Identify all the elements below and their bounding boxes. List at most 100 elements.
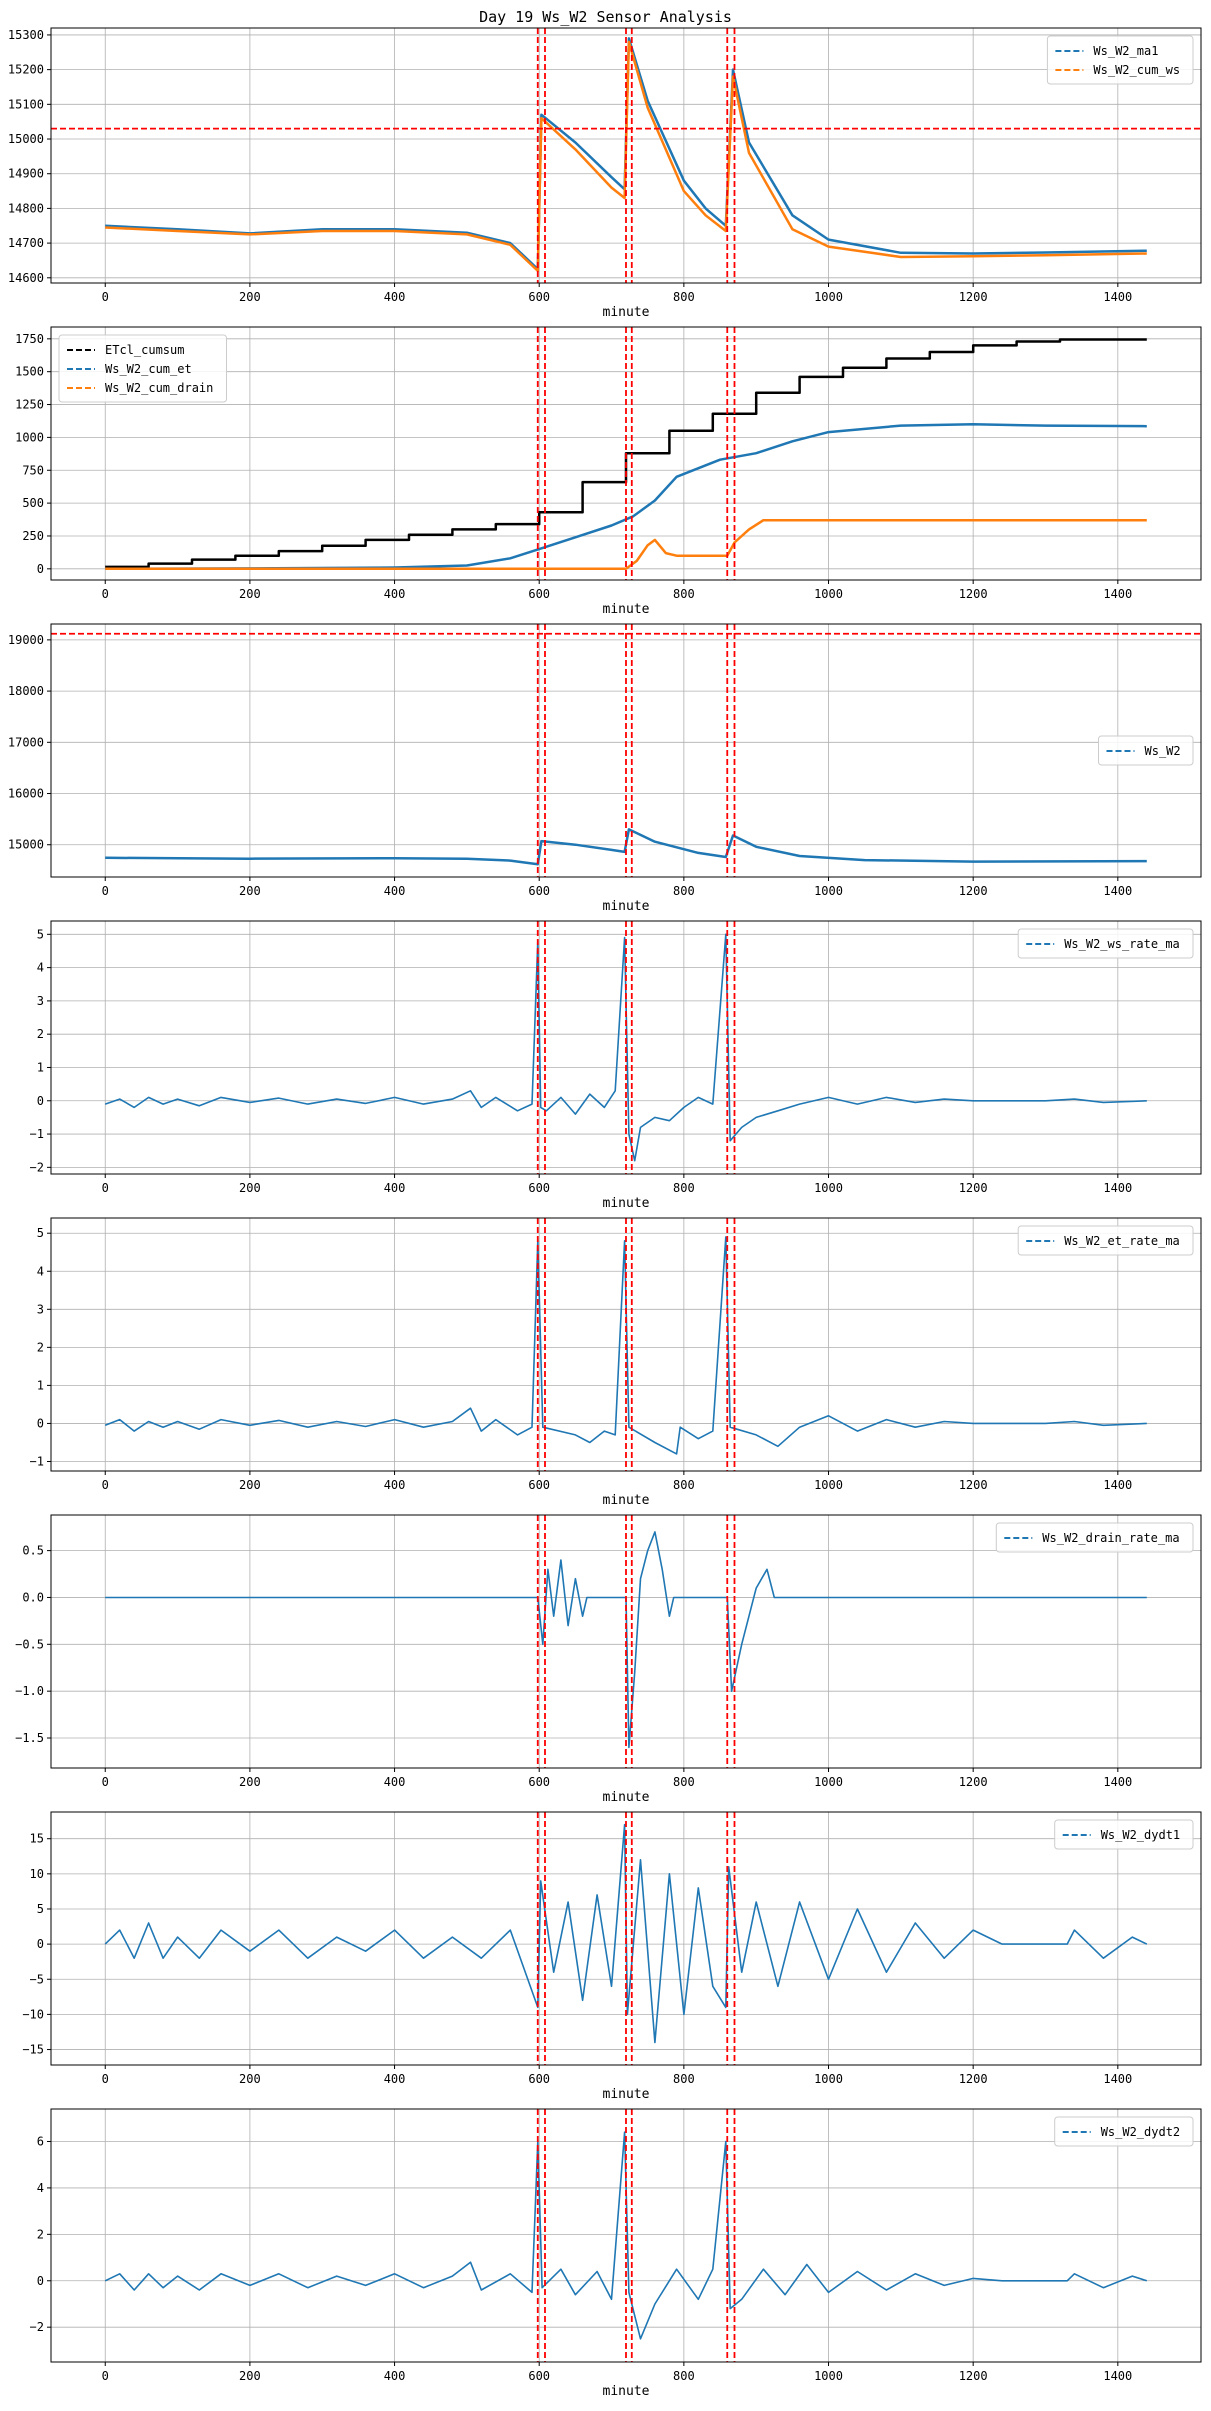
y-tick-label: 15300 <box>8 28 44 42</box>
y-tick-label: 1000 <box>15 430 44 444</box>
y-tick-label: −0.5 <box>15 1637 44 1651</box>
axes-frame <box>50 623 1202 878</box>
legend-box <box>1098 735 1194 766</box>
series-group <box>105 338 1147 571</box>
x-tick-label: 200 <box>239 1775 261 1789</box>
chart-panel-4: 0 200 400 600 800 1000 1200 1400 −2 −1 0 1 2 3 4 5 minut… <box>30 920 1202 1211</box>
x-tick-label: 1400 <box>1103 1181 1132 1195</box>
x-tick-label: 200 <box>239 587 261 601</box>
x-tick-label: 1200 <box>959 2072 988 2086</box>
axes-frame <box>50 326 1202 581</box>
x-tick-label: 1200 <box>959 1181 988 1195</box>
legend-entry: Ws_W2_dydt2 <box>1101 2125 1180 2139</box>
y-tick-label: 0 <box>37 1416 44 1430</box>
series-line-ETcl_cumsum <box>105 338 1147 569</box>
y-tick-label: 15000 <box>8 132 44 146</box>
x-tick-label: 600 <box>528 587 550 601</box>
y-tick-label: 750 <box>22 463 44 477</box>
y-tick-label: −1 <box>30 1127 44 1141</box>
y-tick-label: 500 <box>22 496 44 510</box>
x-tick-label: 600 <box>528 2369 550 2383</box>
x-tick-label: 0 <box>102 1478 109 1492</box>
axes-frame <box>50 27 1202 284</box>
chart-panel-1: 0 200 400 600 800 1000 1200 1400 14600 14700 14800… <box>8 27 1202 320</box>
y-tick-label: −1.0 <box>15 1684 44 1698</box>
y-tick-label: 0 <box>37 562 44 576</box>
legend: Ws_W2_drain_rate_ma <box>995 1522 1194 1553</box>
legend-entry: Ws_W2_drain_rate_ma <box>1042 1531 1179 1545</box>
legend-box <box>1054 1819 1194 1850</box>
y-tick-label: −2 <box>30 2320 44 2334</box>
series-line-Ws_W2_et_rate_ma <box>104 1236 1147 1455</box>
x-tick-label: 600 <box>528 1181 550 1195</box>
y-tick-label: 14900 <box>8 167 44 181</box>
y-tick-label: 1500 <box>15 365 44 379</box>
x-tick-label: 1000 <box>814 1181 843 1195</box>
y-tick-label: 10 <box>30 1867 44 1881</box>
chart-panel-5: 0 200 400 600 800 1000 1200 1400 −1 0 1 2 3 4 5 minute W… <box>30 1217 1202 1508</box>
x-tick-label: 800 <box>673 1478 695 1492</box>
x-tick-label: 0 <box>102 884 109 898</box>
legend-box <box>1046 35 1194 85</box>
y-tick-label: 3 <box>37 994 44 1008</box>
y-tick-label: 15000 <box>8 838 44 852</box>
x-tick-label: 400 <box>384 2072 406 2086</box>
x-tick-label: 400 <box>384 1181 406 1195</box>
x-tick-label: 1400 <box>1103 2369 1132 2383</box>
y-tick-label: 0.5 <box>22 1544 44 1558</box>
x-axis-label: minute <box>603 305 650 320</box>
x-tick-label: 800 <box>673 1775 695 1789</box>
legend-entry: Ws_W2_ws_rate_ma <box>1064 937 1180 951</box>
legend-entry: Ws_W2_ma1 <box>1093 44 1158 58</box>
y-tick-label: 5 <box>37 1226 44 1240</box>
series-line-Ws_W2_dydt1 <box>104 1823 1148 2044</box>
y-tick-label: 0 <box>37 1094 44 1108</box>
x-tick-label: 1400 <box>1103 2072 1132 2086</box>
y-tick-label: 6 <box>37 2134 44 2148</box>
y-tick-label: 19000 <box>8 633 44 647</box>
y-tick-label: −1 <box>30 1454 44 1468</box>
x-tick-label: 1000 <box>814 1478 843 1492</box>
x-tick-label: 800 <box>673 2072 695 2086</box>
chart-panel-8: 0 200 400 600 800 1000 1200 1400 −2 0 2 4 6 minute Ws_… <box>30 2108 1202 2399</box>
y-tick-label: 3 <box>37 1302 44 1316</box>
x-axis-label: minute <box>603 602 650 617</box>
y-tick-label: 2 <box>37 2227 44 2241</box>
series-line-Ws_W2_cum_et <box>105 423 1147 571</box>
legend-entry: Ws_W2_dydt1 <box>1101 1828 1180 1842</box>
series-group <box>105 1531 1147 1749</box>
x-tick-label: 200 <box>239 290 261 304</box>
x-tick-label: 600 <box>528 1775 550 1789</box>
x-tick-label: 1400 <box>1103 587 1132 601</box>
x-tick-label: 1200 <box>959 1775 988 1789</box>
legend: Ws_W2_dydt1 <box>1054 1819 1194 1850</box>
y-tick-label: 4 <box>37 1264 44 1278</box>
x-tick-label: 400 <box>384 884 406 898</box>
y-tick-label: 15200 <box>8 63 44 77</box>
y-tick-label: 5 <box>37 927 44 941</box>
y-tick-label: 250 <box>22 529 44 543</box>
x-tick-label: 800 <box>673 1181 695 1195</box>
legend-box <box>58 334 227 403</box>
x-tick-label: 1000 <box>814 884 843 898</box>
chart-panel-2: 0 200 400 600 800 1000 1200 1400 0 250 500 750 1000 1… <box>15 326 1202 617</box>
x-tick-label: 800 <box>673 290 695 304</box>
x-tick-label: 400 <box>384 2369 406 2383</box>
x-tick-label: 1400 <box>1103 1478 1132 1492</box>
x-tick-label: 600 <box>528 884 550 898</box>
x-tick-label: 1000 <box>814 587 843 601</box>
x-tick-label: 400 <box>384 587 406 601</box>
x-axis-label: minute <box>603 2087 650 2102</box>
y-tick-label: −5 <box>30 1972 44 1986</box>
y-tick-label: −10 <box>22 2007 44 2021</box>
legend-box <box>1054 2116 1194 2147</box>
y-tick-label: 14800 <box>8 201 44 215</box>
x-axis-label: minute <box>603 2384 650 2399</box>
x-tick-label: 800 <box>673 2369 695 2383</box>
x-tick-label: 0 <box>102 2072 109 2086</box>
series-group <box>104 1236 1147 1455</box>
x-tick-label: 1000 <box>814 290 843 304</box>
y-tick-label: −2 <box>30 1160 44 1174</box>
x-tick-label: 1400 <box>1103 290 1132 304</box>
